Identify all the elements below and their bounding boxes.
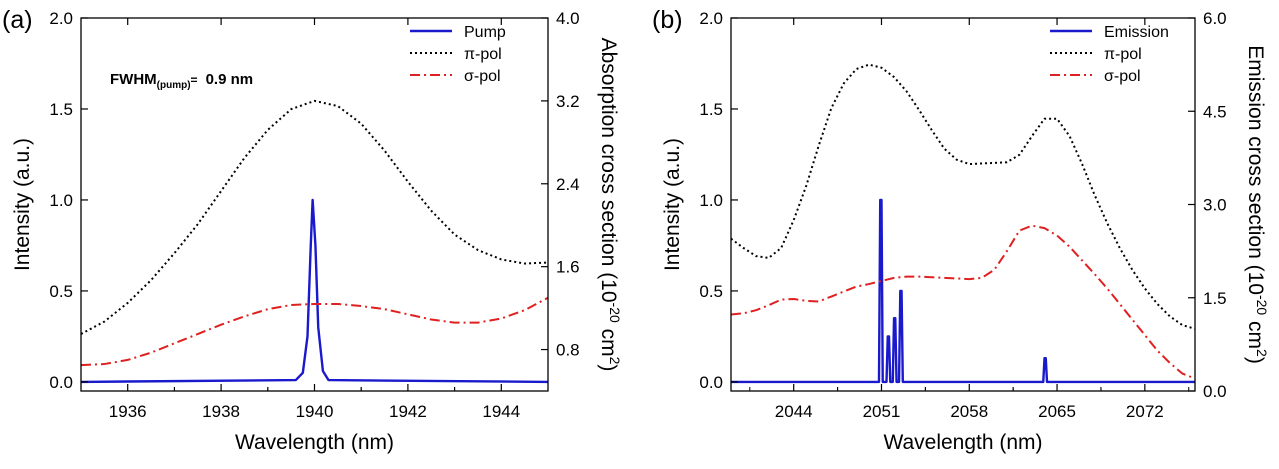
x-tick-label: 2058 bbox=[950, 402, 988, 421]
y2-tick-label: 4.5 bbox=[1203, 102, 1227, 121]
y2-axis-label: Emission cross section (10-20 cm2) bbox=[1244, 45, 1270, 364]
y-tick-label: 1.5 bbox=[699, 100, 723, 119]
legend-label: σ-pol bbox=[464, 68, 501, 85]
y-tick-label: 2.0 bbox=[699, 9, 723, 28]
x-tick-label: 2072 bbox=[1126, 402, 1164, 421]
panel-a: 1936 1938 1940 1942 1944 0.0 0.5 1.0 1.5 2.0 0.8 1.… bbox=[2, 6, 623, 454]
x-tick-label: 1938 bbox=[202, 402, 240, 421]
y-tick-label: 1.5 bbox=[49, 100, 73, 119]
panel-b: 2044 2051 2058 2065 2072 0.0 0.5 1.0 1.5 2.0 0.0 1.… bbox=[652, 6, 1270, 454]
y2-tick-label: 1.6 bbox=[556, 258, 580, 277]
y2-label-part: cm bbox=[1244, 315, 1267, 349]
series-line-1 bbox=[731, 63, 1195, 330]
x-axis-label: Wavelength (nm) bbox=[883, 431, 1042, 454]
x-tick-label: 2051 bbox=[863, 402, 901, 421]
y2-label-superscript: -20 bbox=[1254, 295, 1270, 315]
legend-label: σ-pol bbox=[1104, 68, 1141, 85]
legend-label: Emission bbox=[1104, 24, 1169, 41]
legend-label: π-pol bbox=[464, 46, 502, 63]
y-tick-label: 0.5 bbox=[699, 282, 723, 301]
legend-label: π-pol bbox=[1104, 46, 1142, 63]
x-tick-label: 1940 bbox=[296, 402, 334, 421]
y2-tick-label: 1.5 bbox=[1203, 289, 1227, 308]
y2-tick-label: 3.0 bbox=[1203, 196, 1227, 215]
series-line-2 bbox=[731, 224, 1195, 380]
y-axis-label: Intensity (a.u.) bbox=[11, 138, 34, 271]
annotation-value: 0.9 nm bbox=[206, 71, 254, 88]
legend-label: Pump bbox=[464, 24, 506, 41]
y-axis-label: Intensity (a.u.) bbox=[661, 138, 684, 271]
y2-label-part: Emission cross section (10 bbox=[1244, 45, 1267, 295]
y2-tick-label: 4.0 bbox=[556, 9, 580, 28]
y-tick-label: 0.5 bbox=[49, 282, 73, 301]
x-axis-label: Wavelength (nm) bbox=[235, 431, 394, 454]
series-line-0 bbox=[81, 198, 548, 384]
annotation-eq: = bbox=[191, 73, 198, 87]
y2-label-part: ) bbox=[597, 364, 620, 371]
y-tick-label: 2.0 bbox=[49, 9, 73, 28]
y2-label-superscript: 2 bbox=[1254, 349, 1270, 357]
x-tick-label: 2065 bbox=[1038, 402, 1076, 421]
series-line-1 bbox=[81, 99, 548, 335]
annotation-main: FWHM bbox=[110, 71, 157, 88]
x-tick-label: 1944 bbox=[482, 402, 520, 421]
y2-label-superscript: 2 bbox=[607, 357, 623, 365]
y2-tick-label: 2.4 bbox=[556, 175, 580, 194]
series-line-2 bbox=[81, 296, 548, 367]
series-line-0 bbox=[731, 198, 1195, 384]
annotation-sub: (pump) bbox=[157, 80, 191, 91]
fwhm-annotation: FWHM(pump)= 0.9 nm bbox=[110, 71, 253, 91]
y2-tick-label: 0.8 bbox=[556, 341, 580, 360]
y2-tick-label: 3.2 bbox=[556, 92, 580, 111]
y-tick-label: 1.0 bbox=[699, 191, 723, 210]
panel-label: (a) bbox=[2, 6, 33, 34]
y2-label-part: ) bbox=[1244, 357, 1267, 364]
y2-tick-label: 6.0 bbox=[1203, 9, 1227, 28]
y2-axis-label: Absorption cross section (10-20 cm2) bbox=[597, 38, 623, 372]
y-tick-label: 1.0 bbox=[49, 191, 73, 210]
x-tick-label: 2044 bbox=[775, 402, 813, 421]
y-tick-label: 0.0 bbox=[699, 373, 723, 392]
x-tick-label: 1936 bbox=[109, 402, 147, 421]
y-tick-label: 0.0 bbox=[49, 373, 73, 392]
y2-label-superscript: -20 bbox=[607, 303, 623, 323]
y2-tick-label: 0.0 bbox=[1203, 382, 1227, 401]
x-tick-label: 1942 bbox=[389, 402, 427, 421]
y2-label-part: cm bbox=[597, 323, 620, 357]
panel-label: (b) bbox=[652, 6, 683, 34]
y2-label-part: Absorption cross section (10 bbox=[597, 38, 620, 303]
